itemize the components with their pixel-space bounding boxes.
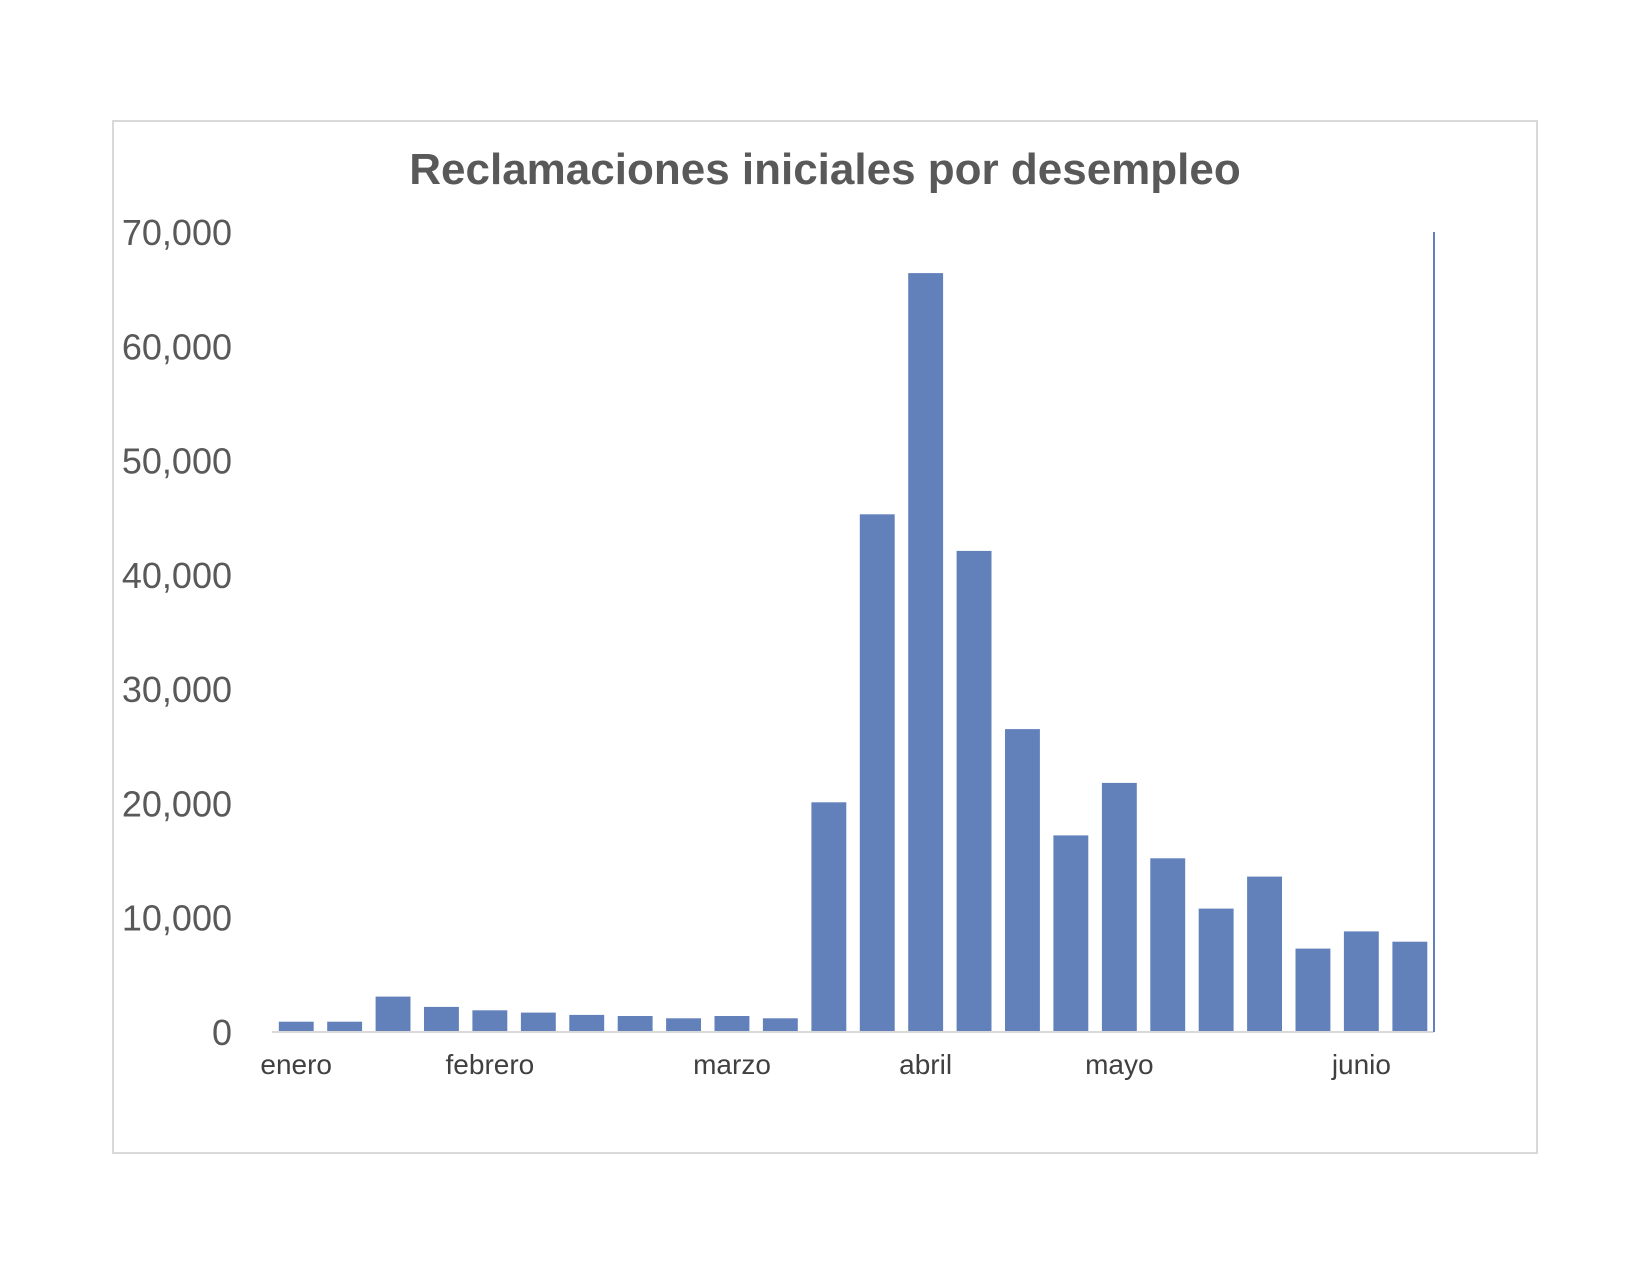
bar <box>1343 931 1379 1032</box>
bar <box>1392 941 1428 1032</box>
bar <box>617 1016 653 1032</box>
x-tick-label: junio <box>1331 1049 1391 1080</box>
bar <box>1295 948 1331 1032</box>
bar <box>859 514 895 1032</box>
bar <box>375 996 411 1032</box>
y-tick-label: 0 <box>212 1012 232 1053</box>
x-tick-label: enero <box>260 1049 332 1080</box>
y-tick-label: 60,000 <box>122 326 232 367</box>
y-axis-ticks: 0 10,000 20,000 30,000 40,000 50,000 60,000 70,… <box>122 212 232 1053</box>
bar-chart: Reclamaciones iniciales por desempleo 0 1… <box>122 145 1435 1080</box>
x-tick-label: mayo <box>1085 1049 1153 1080</box>
y-tick-label: 40,000 <box>122 555 232 596</box>
x-tick-label: febrero <box>446 1049 535 1080</box>
bar <box>714 1016 750 1032</box>
chart-title: Reclamaciones iniciales por desempleo <box>409 145 1240 194</box>
x-tick-label: marzo <box>693 1049 771 1080</box>
bar <box>327 1021 363 1032</box>
bar <box>1150 858 1186 1032</box>
x-axis-labels: enero febrero marzo abril mayo junio <box>260 1049 1391 1080</box>
bar <box>908 273 944 1033</box>
bar <box>1198 908 1234 1032</box>
bar <box>956 550 992 1032</box>
bar <box>278 1021 314 1032</box>
y-tick-label: 10,000 <box>122 898 232 939</box>
bar <box>1053 835 1089 1032</box>
chart-frame: Reclamaciones iniciales por desempleo 0 1… <box>112 120 1538 1154</box>
y-tick-label: 30,000 <box>122 669 232 710</box>
bar <box>1005 729 1040 1032</box>
bars <box>278 273 1428 1033</box>
bar <box>1247 876 1282 1032</box>
bar <box>762 1018 798 1032</box>
bar <box>520 1012 556 1032</box>
bar <box>424 1006 459 1032</box>
bar <box>569 1014 605 1032</box>
bar <box>1101 782 1137 1032</box>
bar <box>666 1018 701 1032</box>
y-tick-label: 50,000 <box>122 441 232 482</box>
bar <box>811 802 847 1032</box>
y-tick-label: 20,000 <box>122 783 232 824</box>
y-tick-label: 70,000 <box>122 212 232 253</box>
bar <box>472 1010 508 1032</box>
x-tick-label: abril <box>899 1049 952 1080</box>
